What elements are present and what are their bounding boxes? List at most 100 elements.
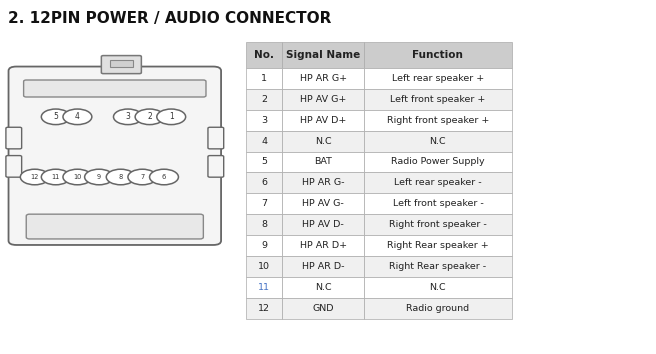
Text: HP AR G+: HP AR G+ bbox=[300, 74, 346, 83]
Bar bbox=[246, 235, 282, 256]
Text: 8: 8 bbox=[119, 174, 123, 180]
Text: 11: 11 bbox=[258, 283, 270, 292]
FancyBboxPatch shape bbox=[6, 156, 22, 177]
Circle shape bbox=[150, 169, 178, 185]
Text: HP AV D+: HP AV D+ bbox=[300, 116, 346, 125]
Text: BAT: BAT bbox=[314, 158, 332, 166]
FancyBboxPatch shape bbox=[208, 156, 224, 177]
Circle shape bbox=[63, 169, 92, 185]
Text: 9: 9 bbox=[97, 174, 101, 180]
FancyBboxPatch shape bbox=[6, 127, 22, 149]
Circle shape bbox=[135, 109, 164, 125]
Circle shape bbox=[63, 109, 92, 125]
Text: Radio ground: Radio ground bbox=[406, 304, 470, 313]
Circle shape bbox=[113, 109, 142, 125]
Bar bbox=[110, 60, 133, 67]
Text: GND: GND bbox=[312, 304, 334, 313]
Circle shape bbox=[106, 169, 135, 185]
Bar bbox=[364, 277, 512, 298]
Bar bbox=[282, 152, 364, 172]
Text: 12: 12 bbox=[31, 174, 39, 180]
Text: Right front speaker +: Right front speaker + bbox=[386, 116, 489, 125]
Bar bbox=[246, 110, 282, 131]
Bar bbox=[246, 256, 282, 277]
Text: N.C: N.C bbox=[315, 137, 331, 145]
Text: 3: 3 bbox=[261, 116, 267, 125]
Bar bbox=[364, 235, 512, 256]
Text: N.C: N.C bbox=[430, 283, 446, 292]
Circle shape bbox=[41, 109, 70, 125]
Bar bbox=[364, 131, 512, 152]
Bar bbox=[364, 89, 512, 110]
Bar bbox=[246, 68, 282, 89]
Bar bbox=[246, 42, 282, 68]
Bar bbox=[282, 110, 364, 131]
Bar bbox=[246, 172, 282, 193]
Text: N.C: N.C bbox=[430, 137, 446, 145]
Text: Right Rear speaker +: Right Rear speaker + bbox=[387, 241, 489, 250]
Text: N.C: N.C bbox=[315, 283, 331, 292]
Text: No.: No. bbox=[254, 50, 274, 60]
Bar bbox=[246, 193, 282, 214]
Text: HP AV G+: HP AV G+ bbox=[300, 95, 346, 104]
Text: Left rear speaker +: Left rear speaker + bbox=[392, 74, 484, 83]
Bar bbox=[364, 42, 512, 68]
Circle shape bbox=[128, 169, 157, 185]
Text: 1: 1 bbox=[169, 112, 174, 121]
Text: 12: 12 bbox=[258, 304, 270, 313]
Bar bbox=[282, 131, 364, 152]
Text: 7: 7 bbox=[261, 199, 267, 208]
Bar bbox=[282, 42, 364, 68]
Bar bbox=[282, 277, 364, 298]
Text: 2: 2 bbox=[147, 112, 152, 121]
Bar bbox=[282, 298, 364, 319]
Bar bbox=[282, 172, 364, 193]
FancyBboxPatch shape bbox=[208, 127, 224, 149]
FancyBboxPatch shape bbox=[101, 56, 142, 74]
Text: 3: 3 bbox=[125, 112, 131, 121]
Text: Left front speaker -: Left front speaker - bbox=[392, 199, 483, 208]
Bar bbox=[246, 131, 282, 152]
Bar bbox=[282, 68, 364, 89]
Text: 9: 9 bbox=[261, 241, 267, 250]
Bar bbox=[282, 235, 364, 256]
Bar bbox=[364, 110, 512, 131]
Text: HP AR D-: HP AR D- bbox=[302, 262, 344, 271]
Text: 2: 2 bbox=[261, 95, 267, 104]
Text: 4: 4 bbox=[75, 112, 80, 121]
Text: 2. 12PIN POWER / AUDIO CONNECTOR: 2. 12PIN POWER / AUDIO CONNECTOR bbox=[8, 11, 331, 25]
FancyBboxPatch shape bbox=[9, 67, 221, 245]
Bar bbox=[364, 214, 512, 235]
Bar bbox=[246, 298, 282, 319]
Bar bbox=[246, 152, 282, 172]
Text: Function: Function bbox=[413, 50, 463, 60]
Text: HP AV D-: HP AV D- bbox=[302, 220, 344, 229]
FancyBboxPatch shape bbox=[26, 214, 203, 239]
Bar bbox=[364, 152, 512, 172]
Circle shape bbox=[20, 169, 49, 185]
Text: 11: 11 bbox=[52, 174, 60, 180]
Text: Right Rear speaker -: Right Rear speaker - bbox=[389, 262, 487, 271]
Circle shape bbox=[157, 109, 186, 125]
Text: Signal Name: Signal Name bbox=[286, 50, 360, 60]
Text: HP AR D+: HP AR D+ bbox=[300, 241, 346, 250]
Text: 5: 5 bbox=[53, 112, 58, 121]
Text: 6: 6 bbox=[261, 178, 267, 187]
Text: 4: 4 bbox=[261, 137, 267, 145]
Text: HP AV G-: HP AV G- bbox=[302, 199, 344, 208]
Text: 7: 7 bbox=[140, 174, 144, 180]
FancyBboxPatch shape bbox=[24, 80, 206, 97]
Bar bbox=[246, 214, 282, 235]
Text: Left front speaker +: Left front speaker + bbox=[390, 95, 485, 104]
Bar bbox=[364, 193, 512, 214]
Text: 10: 10 bbox=[258, 262, 270, 271]
Circle shape bbox=[85, 169, 113, 185]
Circle shape bbox=[41, 169, 70, 185]
Bar bbox=[282, 193, 364, 214]
Text: 5: 5 bbox=[261, 158, 267, 166]
Text: Radio Power Supply: Radio Power Supply bbox=[391, 158, 485, 166]
Bar bbox=[364, 298, 512, 319]
Bar bbox=[364, 68, 512, 89]
Text: HP AR G-: HP AR G- bbox=[302, 178, 344, 187]
Bar bbox=[246, 277, 282, 298]
